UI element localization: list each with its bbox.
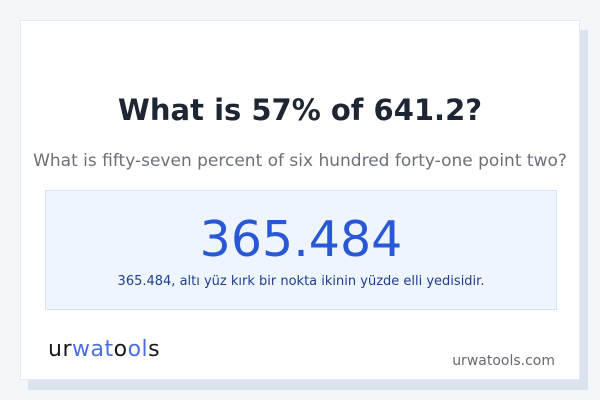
result-description: 365.484, altı yüz kırk bir nokta ikinin …	[117, 274, 485, 289]
page-subtitle: What is fifty-seven percent of six hundr…	[33, 151, 567, 171]
result-card: What is 57% of 641.2? What is fifty-seve…	[20, 20, 580, 380]
result-box: 365.484 365.484, altı yüz kırk bir nokta…	[45, 190, 557, 310]
urwatools-logo: urwatools	[48, 337, 161, 362]
page-title: What is 57% of 641.2?	[117, 93, 483, 127]
result-value: 365.484	[199, 211, 403, 268]
site-url: urwatools.com	[452, 353, 555, 369]
